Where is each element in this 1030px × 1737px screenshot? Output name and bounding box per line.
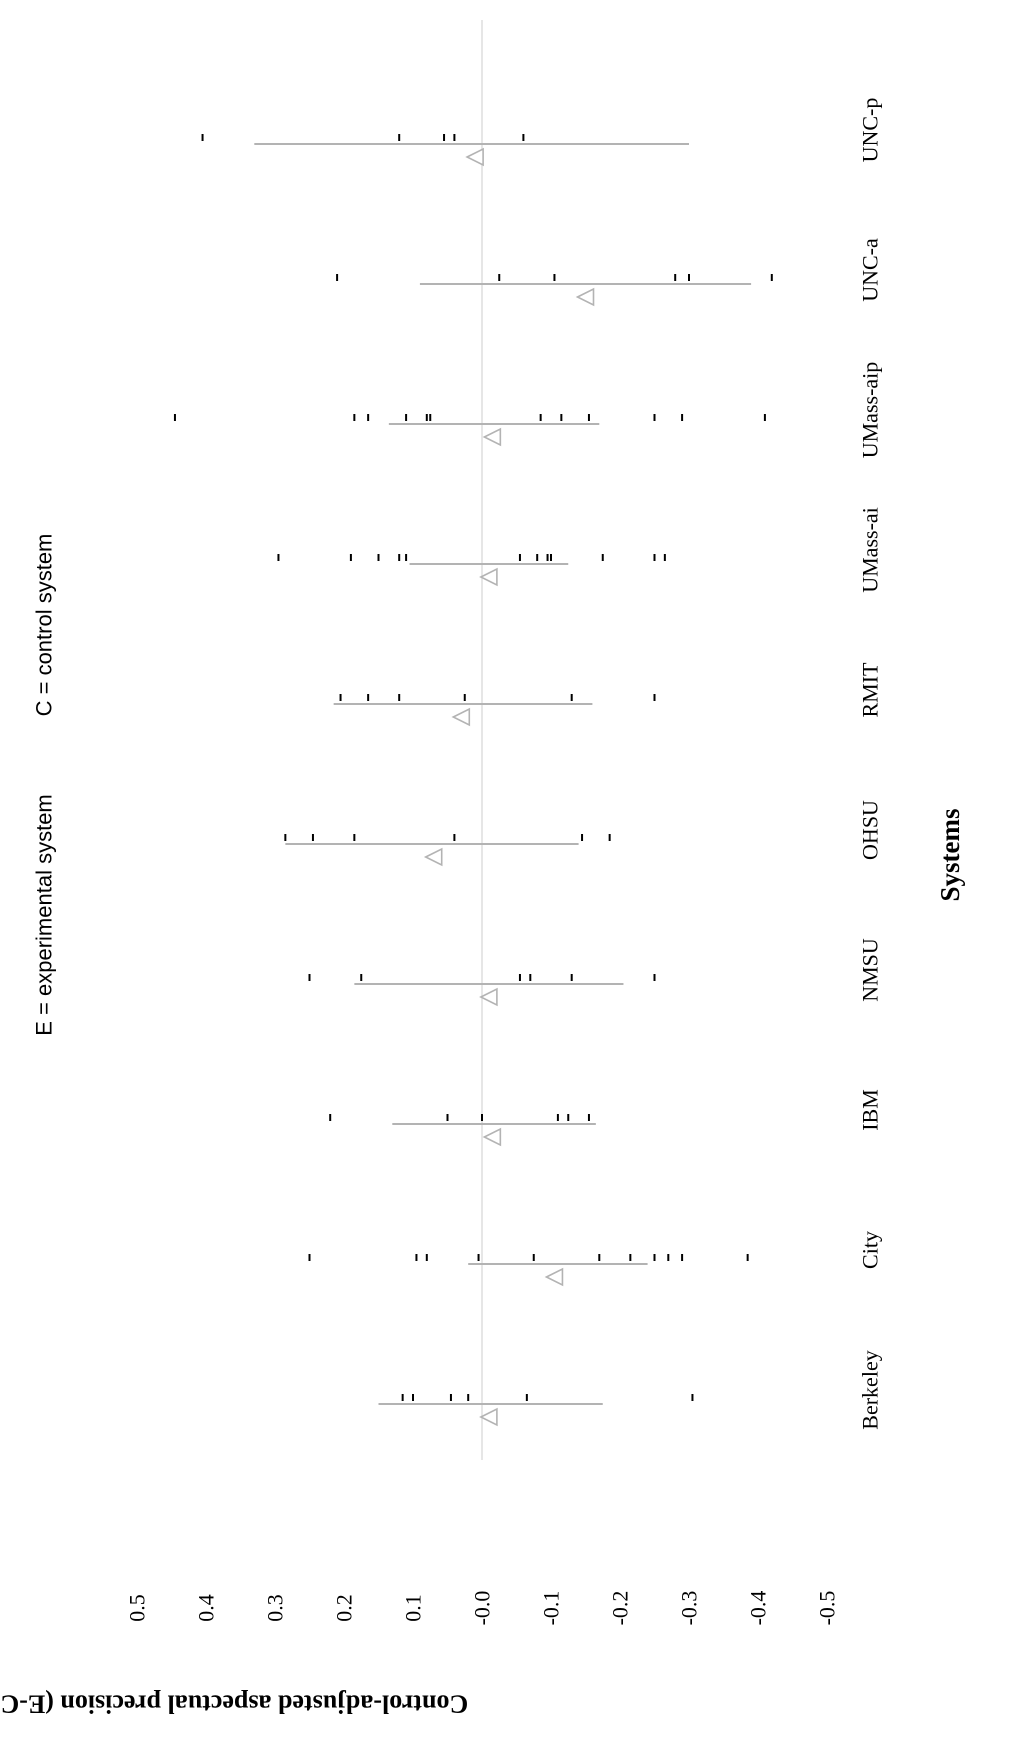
category-label-umass-ai: UMass-ai — [858, 507, 883, 593]
mean-marker-umass-aip — [482, 427, 502, 447]
points-layer — [173, 134, 773, 1401]
mean-marker-rmit — [451, 707, 471, 727]
category-label-ohsu: OHSU — [858, 800, 883, 860]
x-axis-label: Systems — [935, 809, 965, 902]
mean-marker-unc-a — [575, 287, 595, 307]
y-tick-label: -0.1 — [539, 1591, 564, 1626]
summary-layer — [254, 143, 752, 1427]
category-label-unc-a: UNC-a — [858, 238, 883, 302]
y-tick-label: 0.2 — [332, 1594, 357, 1622]
y-axis-label: Control-adjusted aspectual precision (E-… — [0, 1690, 468, 1719]
mean-marker-ibm — [482, 1127, 502, 1147]
y-tick-label: -0.0 — [470, 1591, 495, 1626]
mean-marker-unc-p — [465, 147, 484, 167]
category-labels: Berkeley City IBM NMSU OHSU RMIT UMass-ai UMass… — [858, 98, 883, 1430]
category-label-nmsu: NMSU — [858, 938, 883, 1002]
mean-marker-city — [544, 1267, 564, 1287]
mean-marker-umass-ai — [479, 567, 498, 587]
mean-marker-berkeley — [479, 1407, 498, 1427]
y-tick-label: 0.4 — [194, 1594, 219, 1622]
y-tick-label: -0.5 — [815, 1591, 840, 1626]
category-label-rmit: RMIT — [858, 662, 883, 718]
y-tick-label: -0.3 — [677, 1591, 702, 1626]
y-tick-label: -0.2 — [608, 1591, 633, 1626]
y-tick-label: 0.1 — [401, 1594, 426, 1622]
y-tick-label: 0.3 — [263, 1594, 288, 1622]
mean-marker-nmsu — [479, 987, 498, 1007]
category-label-berkeley: Berkeley — [858, 1350, 883, 1429]
mean-marker-ohsu — [423, 847, 443, 867]
y-tick-label: -0.4 — [746, 1591, 771, 1626]
y-tick-labels: 0.5 0.4 0.3 0.2 0.1 -0.0 -0.1 -0.2 -0.3 -0.4 -0.5 — [125, 1591, 840, 1626]
note-experimental: E = experimental system — [32, 794, 57, 1035]
category-label-city: City — [858, 1231, 883, 1269]
y-tick-label: 0.5 — [125, 1594, 150, 1622]
category-label-unc-p: UNC-p — [858, 98, 883, 163]
category-label-umass-aip: UMass-aip — [858, 362, 883, 459]
note-control: C = control system — [32, 534, 57, 717]
category-label-ibm: IBM — [858, 1089, 883, 1131]
